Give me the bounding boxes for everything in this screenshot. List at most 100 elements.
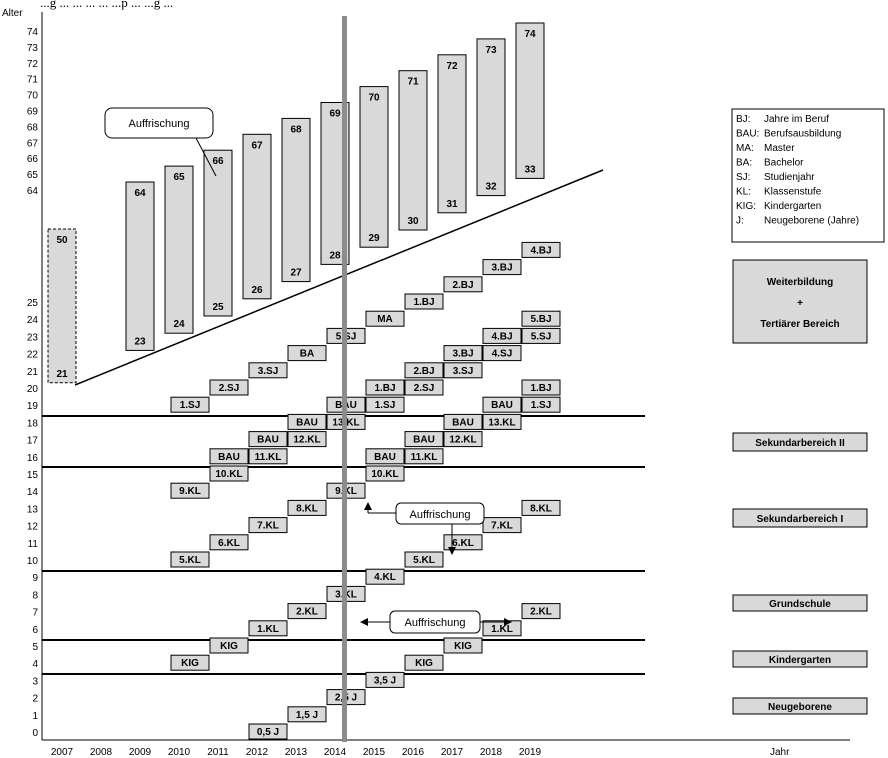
stage-box-label: 2.BJ xyxy=(452,280,473,291)
stage-box: 2.KL xyxy=(287,603,327,620)
legend-abbr: BAU: xyxy=(736,129,759,140)
x-tick-label: 2009 xyxy=(129,747,152,758)
stage-box: 1,5 J xyxy=(287,706,327,723)
stage-box: 1.SJ xyxy=(365,396,405,413)
stage-box-label: 5.KL xyxy=(179,555,201,566)
stage-box: 11.KL xyxy=(248,448,288,465)
stage-box: BAU xyxy=(404,431,444,448)
stage-box: 1.BJ xyxy=(365,379,405,396)
stage-box-label: 0,5 J xyxy=(257,727,279,738)
tall-bar: 72 31 xyxy=(437,54,467,214)
stage-weiterbildung-box xyxy=(732,259,868,344)
stage-box-label: 3.SJ xyxy=(258,366,279,377)
stage-box: 11.KL xyxy=(404,448,444,465)
stage-box: 4.BJ xyxy=(521,241,561,258)
stage-box: 6.KL xyxy=(209,534,249,551)
legend-text: Jahre im Beruf xyxy=(764,114,829,125)
tall-bar-bottom-label: 29 xyxy=(368,233,380,244)
stage-box-label: 12.KL xyxy=(293,435,320,446)
stage-box-label: 11.KL xyxy=(411,452,438,463)
stage-box: BAU xyxy=(365,448,405,465)
stage-box-label: 1.KL xyxy=(257,624,279,635)
tall-bar-top-label: 50 xyxy=(56,235,68,246)
legend-abbr: J: xyxy=(736,216,744,227)
x-tick-label: 2015 xyxy=(363,747,386,758)
stage-sek2-box xyxy=(732,432,868,452)
small-boxes: 1.SJ 2.SJ 3.SJ BA 5.SJ MA 1.BJ 2.BJ 3.BJ 4.BJ BAU 1… xyxy=(170,241,561,740)
stage-box: KIG xyxy=(404,654,444,671)
y-tick-label: 21 xyxy=(27,367,39,378)
stage-box: 7.KL xyxy=(482,517,522,534)
tall-bar-top-label: 74 xyxy=(524,29,536,40)
stage-box-label: 1.KL xyxy=(491,624,513,635)
y-tick-label: 13 xyxy=(27,504,39,515)
stage-sek1-box xyxy=(732,508,868,528)
axes: Alter 7473727170696867666564252423222120… xyxy=(2,8,850,758)
stage-box: BAU xyxy=(287,413,327,430)
stage-box-label: 4.SJ xyxy=(492,349,513,360)
tall-bar-bottom-label: 21 xyxy=(56,369,68,380)
stage-box: 12.KL xyxy=(287,431,327,448)
legend-abbr: BA: xyxy=(736,158,752,169)
stage-box-label: 1,5 J xyxy=(296,710,318,721)
stage-box-label: 12.KL xyxy=(449,435,476,446)
y-tick-label: 1 xyxy=(32,711,38,722)
stage-box: 3.SJ xyxy=(248,362,288,379)
stage-box-label: 8.KL xyxy=(296,503,318,514)
stage-box-label: KIG xyxy=(181,658,199,669)
tall-bar-bottom-label: 33 xyxy=(524,164,536,175)
stage-neugeborene-label: Neugeborene xyxy=(768,702,832,713)
y-tick-label: 65 xyxy=(27,170,39,181)
stage-box: 1.SJ xyxy=(170,396,210,413)
stage-box-label: BAU xyxy=(491,400,513,411)
y-tick-label: 15 xyxy=(27,470,39,481)
y-tick-label: 69 xyxy=(27,107,39,118)
y-tick-label: 19 xyxy=(27,401,39,412)
y-tick-label: 73 xyxy=(27,43,39,54)
tall-bar-bottom-label: 30 xyxy=(407,216,419,227)
y-tick-label: 14 xyxy=(27,487,39,498)
y-tick-label: 64 xyxy=(27,186,39,197)
x-tick-label: 2012 xyxy=(246,747,269,758)
tall-bar-top-label: 66 xyxy=(212,156,224,167)
legend-abbr: BJ: xyxy=(736,114,750,125)
stage-box: 4.BJ xyxy=(482,327,522,344)
x-tick-label: 2019 xyxy=(519,747,542,758)
tall-bars: 50 21 64 23 65 24 66 25 67 26 68 27 69 28 70 29 71 30 72 31… xyxy=(47,22,545,384)
stage-box: 4.KL xyxy=(365,568,405,585)
stage-box: BAU xyxy=(209,448,249,465)
legend-box xyxy=(731,108,885,243)
stage-box: 2.BJ xyxy=(443,276,483,293)
x-tick-label: 2018 xyxy=(480,747,503,758)
stage-box-label: BAU xyxy=(374,452,396,463)
tall-bar: 71 30 xyxy=(398,70,428,231)
stage-box: 1.SJ xyxy=(521,396,561,413)
legend-text: Klassenstufe xyxy=(764,187,822,198)
stage-box-label: 1.SJ xyxy=(375,400,396,411)
y-tick-label: 71 xyxy=(27,75,39,86)
stage-box-label: 4.BJ xyxy=(491,331,512,342)
stage-box-label: 11.KL xyxy=(255,452,282,463)
stage-box-label: 3,5 J xyxy=(374,675,396,686)
x-tick-label: 2011 xyxy=(207,747,229,758)
stage-box: 3.BJ xyxy=(443,345,483,362)
legend-abbr: SJ: xyxy=(736,172,750,183)
stage-box-label: 3.BJ xyxy=(452,349,473,360)
tall-bar-top-label: 69 xyxy=(329,109,341,120)
stage-weiterbildung-line2: + xyxy=(797,298,803,309)
tall-bar-bottom-label: 32 xyxy=(485,182,497,193)
tall-bar-top-label: 73 xyxy=(485,45,497,56)
x-axis-title: Jahr xyxy=(770,747,790,758)
x-tick-label: 2017 xyxy=(441,747,464,758)
stage-sek1-label: Sekundarbereich I xyxy=(757,514,844,525)
stage-box-label: 4.BJ xyxy=(530,245,551,256)
legend-abbr: MA: xyxy=(736,143,754,154)
header-text: ...g ... ... ... ... ...p ... ...g ... xyxy=(40,0,173,10)
tall-bar-top-label: 68 xyxy=(290,124,302,135)
tall-bar: 50 21 xyxy=(47,228,77,384)
stage-box-label: BAU xyxy=(296,417,318,428)
y-tick-label: 11 xyxy=(28,539,39,550)
trend-line xyxy=(74,169,604,386)
legend-text: Berufsausbildung xyxy=(764,129,841,140)
y-tick-label: 8 xyxy=(32,590,38,601)
